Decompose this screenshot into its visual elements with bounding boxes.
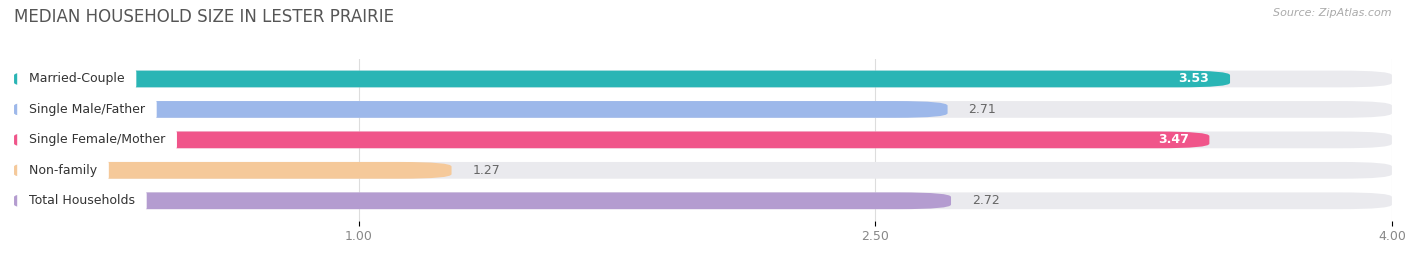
FancyBboxPatch shape: [14, 132, 1392, 148]
Text: Total Households: Total Households: [21, 194, 143, 207]
FancyBboxPatch shape: [14, 132, 1209, 148]
Text: Single Female/Mother: Single Female/Mother: [21, 133, 173, 146]
FancyBboxPatch shape: [14, 101, 948, 118]
Text: Source: ZipAtlas.com: Source: ZipAtlas.com: [1274, 8, 1392, 18]
Text: 2.71: 2.71: [969, 103, 995, 116]
FancyBboxPatch shape: [14, 162, 1392, 179]
FancyBboxPatch shape: [14, 70, 1392, 87]
FancyBboxPatch shape: [14, 192, 1392, 209]
Text: 1.27: 1.27: [472, 164, 501, 177]
FancyBboxPatch shape: [14, 70, 1230, 87]
Text: 3.53: 3.53: [1178, 72, 1209, 86]
Text: Married-Couple: Married-Couple: [21, 72, 132, 86]
Text: 2.72: 2.72: [972, 194, 1000, 207]
Text: 3.47: 3.47: [1157, 133, 1188, 146]
FancyBboxPatch shape: [14, 162, 451, 179]
FancyBboxPatch shape: [14, 192, 950, 209]
Text: Single Male/Father: Single Male/Father: [21, 103, 153, 116]
Text: MEDIAN HOUSEHOLD SIZE IN LESTER PRAIRIE: MEDIAN HOUSEHOLD SIZE IN LESTER PRAIRIE: [14, 8, 394, 26]
FancyBboxPatch shape: [14, 101, 1392, 118]
Text: Non-family: Non-family: [21, 164, 105, 177]
